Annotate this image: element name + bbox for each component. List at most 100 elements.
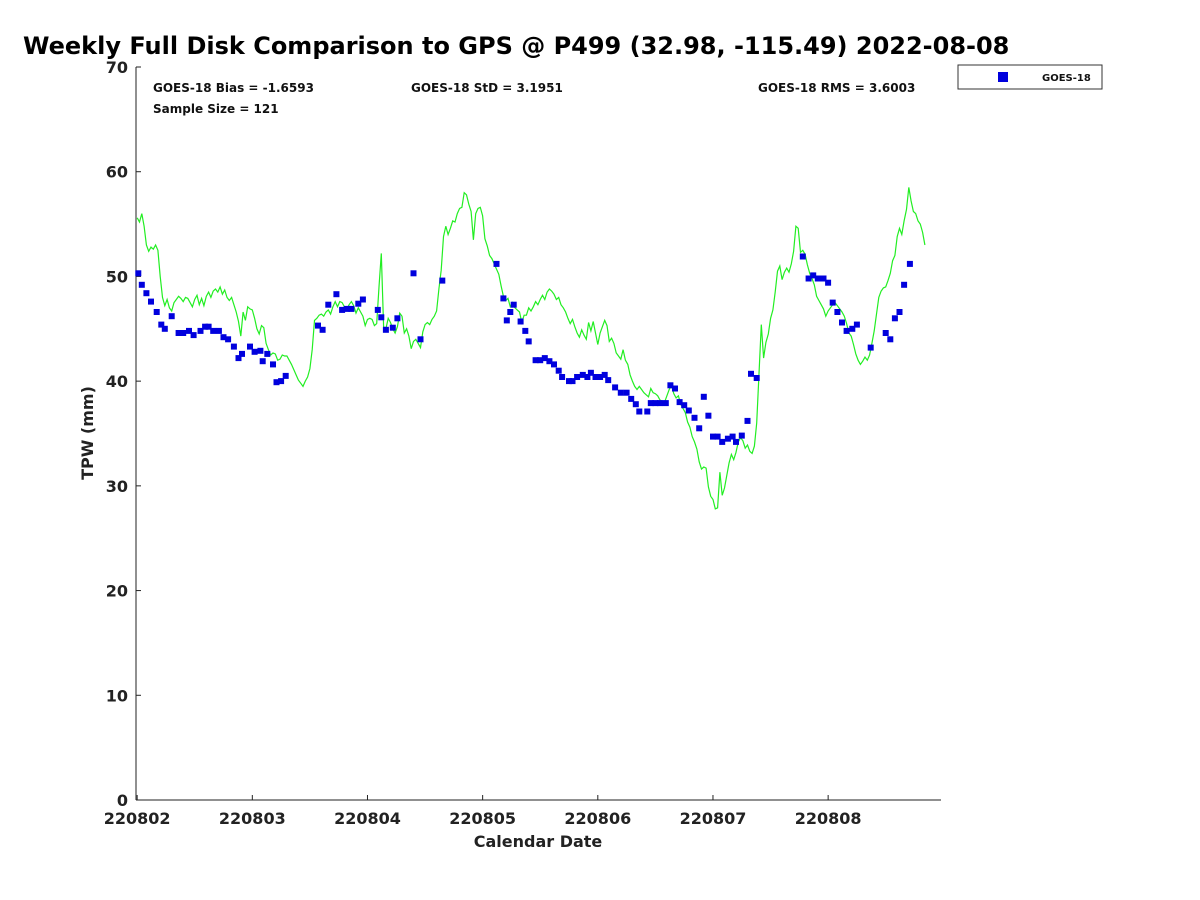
goes-18-point: [853, 321, 860, 328]
goes-18-point: [205, 323, 212, 330]
goes-18-point: [843, 327, 850, 334]
goes-18-point: [389, 324, 396, 331]
goes-18-point: [410, 270, 417, 277]
legend: GOES-18: [957, 64, 1103, 90]
goes-18-point: [825, 279, 832, 286]
goes-18-point: [278, 378, 285, 385]
goes-18-point: [319, 326, 326, 333]
goes-18-point: [685, 407, 692, 414]
goes-18-point: [829, 299, 836, 306]
y-tick-label: 10: [106, 686, 128, 705]
goes-18-point: [161, 325, 168, 332]
goes-18-point: [135, 270, 142, 277]
legend-marker-goes-18: [998, 72, 1008, 82]
x-ticks: 220802 220803 220804 220805 220806 220807 2208…: [104, 795, 862, 828]
goes-18-point: [230, 343, 237, 350]
goes-18-point: [239, 350, 245, 357]
goes-18-point: [623, 389, 630, 396]
goes-18-point: [507, 309, 514, 315]
goes-18-point: [896, 309, 903, 315]
x-tick-label: 220804: [334, 809, 401, 828]
goes-18-point: [559, 374, 566, 380]
goes-18-point: [551, 361, 557, 368]
goes-18-point: [605, 377, 612, 384]
goes-18-point: [210, 327, 217, 334]
goes-18-point: [359, 296, 366, 303]
std-annotation: GOES-18 StD = 3.1951: [411, 81, 563, 95]
goes-18-point: [799, 253, 806, 260]
y-tick-label: 20: [106, 582, 128, 601]
goes-18-point: [566, 378, 572, 385]
goes-18-point: [724, 435, 731, 442]
goes-18-point: [180, 330, 187, 336]
goes-18-point: [339, 306, 346, 313]
goes-18-point: [343, 305, 350, 312]
bias-annotation: GOES-18 Bias = -1.6593: [153, 81, 314, 95]
goes-18-point: [887, 336, 894, 343]
goes-18-point: [325, 301, 332, 308]
goes-18-point: [273, 379, 280, 386]
sample-size-annotation: Sample Size = 121: [153, 102, 279, 116]
goes-18-point: [569, 378, 576, 385]
goes-18-point: [820, 275, 827, 282]
x-tick-label: 220806: [564, 809, 631, 828]
goes-18-point: [744, 417, 751, 424]
goes-18-point: [394, 315, 401, 322]
y-tick-label: 60: [106, 163, 128, 182]
goes-18-point: [805, 275, 812, 282]
goes-18-point: [657, 400, 663, 407]
goes-18-point: [644, 408, 651, 415]
goes-18-point: [355, 300, 362, 307]
goes-18-point: [574, 374, 581, 380]
goes-18-point: [215, 327, 222, 334]
goes-18-point: [647, 400, 654, 407]
stats-annotations: GOES-18 Bias = -1.6593 GOES-18 StD = 3.1…: [153, 81, 915, 116]
gps-line: [136, 187, 926, 510]
goes-18-point: [584, 374, 591, 380]
goes-18-point: [700, 393, 707, 400]
goes-18-point: [517, 318, 524, 325]
goes-18-point: [500, 295, 507, 302]
goes-18-point: [270, 361, 276, 368]
goes-18-point: [378, 314, 385, 321]
goes-18-point: [729, 433, 736, 440]
goes-18-point: [696, 425, 703, 432]
goes-18-point: [906, 260, 913, 267]
goes-18-point: [333, 291, 340, 298]
goes-18-point: [315, 322, 321, 329]
legend-box: [957, 64, 1103, 90]
goes-18-point: [617, 389, 624, 396]
goes-18-point: [652, 400, 659, 407]
goes-18-point: [503, 317, 510, 324]
goes-18-point: [257, 347, 264, 354]
goes-18-point: [676, 399, 683, 406]
y-tick-label: 70: [106, 58, 128, 77]
goes-18-point: [537, 357, 544, 364]
goes-18-point: [636, 408, 643, 415]
goes-18-point: [814, 275, 821, 282]
goes-18-point: [834, 309, 841, 315]
axes: 0 10 20 30 40 50 60 70 220802 220803 220804 220805…: [104, 58, 941, 828]
goes-18-point: [148, 298, 154, 305]
goes-18-point: [867, 344, 874, 351]
goes-18-point: [691, 414, 698, 421]
goes-18-point: [882, 330, 889, 336]
rms-annotation: GOES-18 RMS = 3.6003: [758, 81, 915, 95]
goes-18-point: [532, 357, 539, 364]
goes-18-point: [555, 367, 562, 374]
goes-18-point: [681, 402, 688, 409]
goes-18-point: [168, 313, 175, 320]
x-tick-label: 220808: [795, 809, 862, 828]
goes-18-point: [662, 400, 669, 407]
goes-18-point: [738, 432, 745, 439]
goes-18-point: [546, 358, 553, 365]
goes-18-point: [891, 315, 898, 322]
goes-18-point: [901, 281, 908, 288]
goes-18-point: [186, 327, 192, 334]
goes-18-point: [143, 290, 150, 297]
goes-18-point: [374, 306, 381, 313]
goes-18-point: [541, 355, 548, 362]
goes-18-point: [612, 384, 619, 391]
goes-18-point: [190, 332, 197, 339]
goes-18-point: [710, 433, 716, 440]
